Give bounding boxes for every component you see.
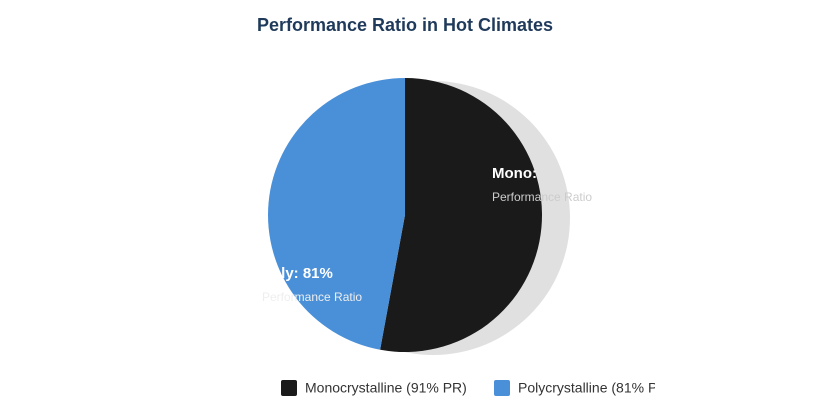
slice-label: Mono: 91% bbox=[492, 165, 571, 182]
legend: Monocrystalline (91% PR) Polycrystalline … bbox=[281, 380, 672, 396]
slice-label: Poly: 81% bbox=[262, 265, 333, 282]
legend-label: Monocrystalline (91% PR) bbox=[305, 380, 467, 396]
slice-sublabel: Performance Ratio bbox=[262, 290, 362, 304]
legend-swatch bbox=[281, 380, 297, 396]
pie bbox=[268, 78, 543, 353]
chart-title: Performance Ratio in Hot Climates bbox=[257, 15, 553, 35]
legend-swatch bbox=[494, 380, 510, 396]
slice-sublabel: Performance Ratio bbox=[492, 190, 592, 204]
legend-label: Polycrystalline (81% PR) bbox=[518, 380, 672, 396]
labels: Mono: 91% Performance Ratio Poly: 81% Perfo… bbox=[262, 165, 592, 304]
pie-slice bbox=[268, 78, 405, 350]
pie-slice bbox=[380, 78, 543, 353]
